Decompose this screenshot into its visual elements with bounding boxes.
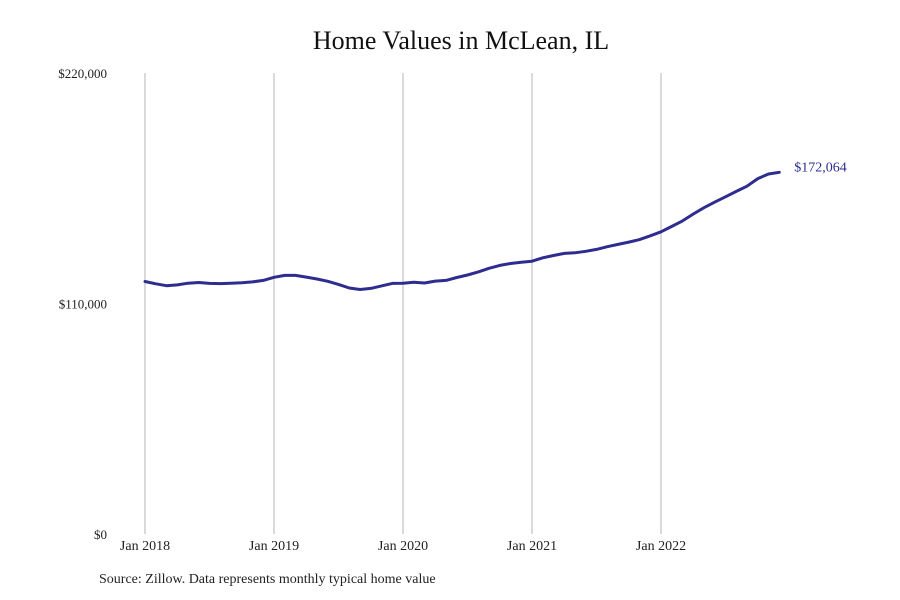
- x-tick-label: Jan 2020: [378, 539, 428, 554]
- y-axis-ticks: $0 $110,000 $220,000: [58, 66, 107, 542]
- y-tick-label: $0: [94, 527, 107, 542]
- x-tick-label: Jan 2018: [120, 539, 170, 554]
- gridlines: [144, 73, 662, 534]
- y-tick-label: $110,000: [59, 297, 107, 312]
- end-value-label: $172,064: [794, 160, 847, 175]
- source-note: Source: Zillow. Data represents monthly …: [99, 572, 436, 587]
- x-tick-label: Jan 2022: [636, 539, 686, 554]
- x-tick-label: Jan 2021: [507, 539, 557, 554]
- x-tick-label: Jan 2019: [249, 539, 299, 554]
- end-label-layer: $172,064: [794, 160, 847, 175]
- chart-title: Home Values in McLean, IL: [312, 26, 610, 55]
- series-line-home-value: [143, 170, 781, 291]
- y-tick-label: $220,000: [58, 66, 107, 81]
- x-axis-ticks: Jan 2018 Jan 2019 Jan 2020 Jan 2021 Jan 2022: [120, 539, 686, 554]
- series-layer: [143, 170, 781, 291]
